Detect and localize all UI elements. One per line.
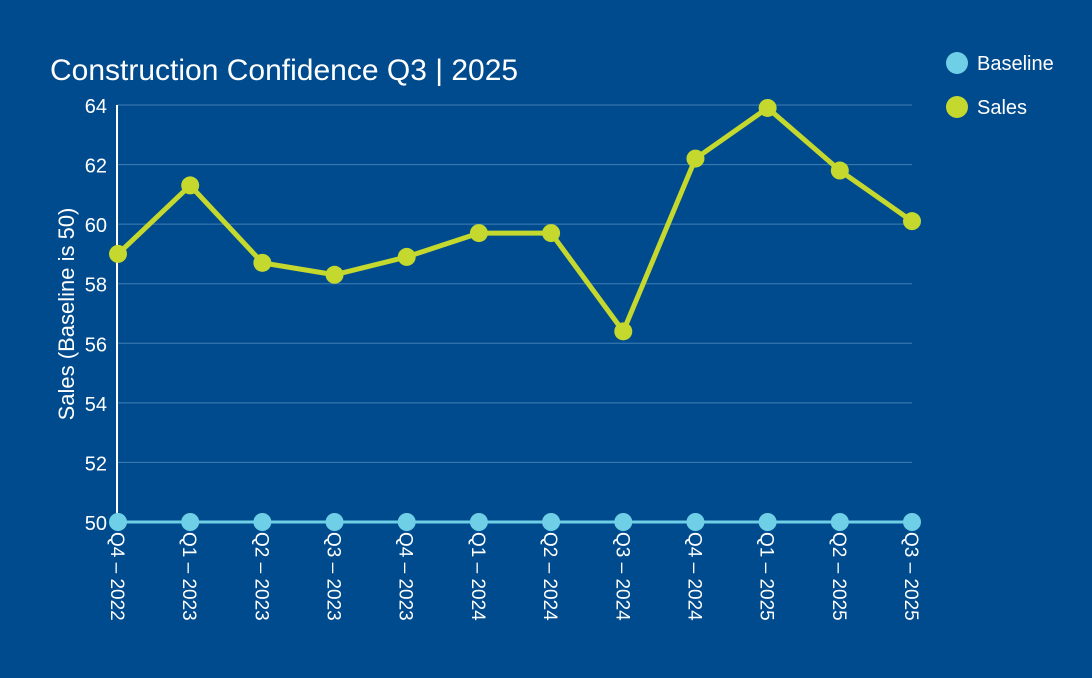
- data-point-sales: [325, 265, 344, 284]
- y-tick-label: 62: [85, 156, 107, 178]
- x-tick-label: Q4 – 2024: [683, 532, 704, 621]
- data-point-baseline: [253, 513, 272, 531]
- x-tick-label: Q2 – 2025: [828, 532, 849, 621]
- data-point-baseline: [758, 513, 777, 531]
- x-tick-label: Q2 – 2024: [539, 532, 560, 621]
- data-point-baseline: [903, 513, 921, 531]
- y-axis-label: Sales (Baseline is 50): [54, 208, 79, 421]
- data-point-baseline: [542, 513, 561, 531]
- data-point-baseline: [614, 513, 633, 531]
- series-line-sales: [116, 105, 914, 334]
- data-point-baseline: [830, 513, 849, 531]
- data-point-sales: [614, 322, 633, 341]
- y-tick-label: 60: [85, 215, 107, 237]
- legend-marker-sales: [946, 96, 968, 118]
- x-tick-label: Q3 – 2024: [611, 532, 632, 621]
- data-point-sales: [758, 98, 777, 117]
- y-tick-label: 54: [85, 394, 107, 416]
- data-point-baseline: [397, 513, 416, 531]
- data-point-sales: [469, 224, 488, 243]
- data-point-sales: [686, 149, 705, 168]
- y-tick-label: 52: [85, 453, 107, 475]
- legend-marker-baseline: [946, 52, 968, 74]
- y-tick-label: 64: [85, 96, 107, 118]
- data-point-sales: [253, 253, 272, 272]
- data-point-baseline: [181, 513, 200, 531]
- x-tick-label: Q1 – 2024: [467, 532, 488, 621]
- x-tick-label: Q3 – 2025: [900, 532, 921, 621]
- x-tick-label: Q1 – 2025: [756, 532, 777, 621]
- data-point-baseline: [686, 513, 705, 531]
- x-tick-label: Q2 – 2023: [250, 532, 271, 621]
- data-point-baseline: [325, 513, 344, 531]
- x-tick-label: Q1 – 2023: [178, 532, 199, 621]
- chart-title: Construction Confidence Q3 | 2025: [50, 54, 518, 87]
- data-point-baseline: [109, 513, 127, 531]
- data-point-baseline: [469, 513, 488, 531]
- data-point-sales: [109, 244, 127, 263]
- data-point-sales: [903, 212, 921, 231]
- x-tick-label: Q4 – 2023: [395, 532, 416, 621]
- data-point-sales: [397, 247, 416, 266]
- legend-label-sales: Sales: [977, 97, 1027, 119]
- x-tick-label: Q4 – 2022: [106, 532, 127, 621]
- x-tick-label: Q3 – 2023: [323, 532, 344, 621]
- data-point-sales: [542, 224, 561, 243]
- legend-label-baseline: Baseline: [977, 53, 1054, 75]
- data-point-sales: [830, 161, 849, 180]
- data-point-sales: [181, 176, 200, 195]
- y-tick-label: 58: [85, 275, 107, 297]
- y-tick-label: 50: [85, 513, 107, 535]
- y-tick-label: 56: [85, 334, 107, 356]
